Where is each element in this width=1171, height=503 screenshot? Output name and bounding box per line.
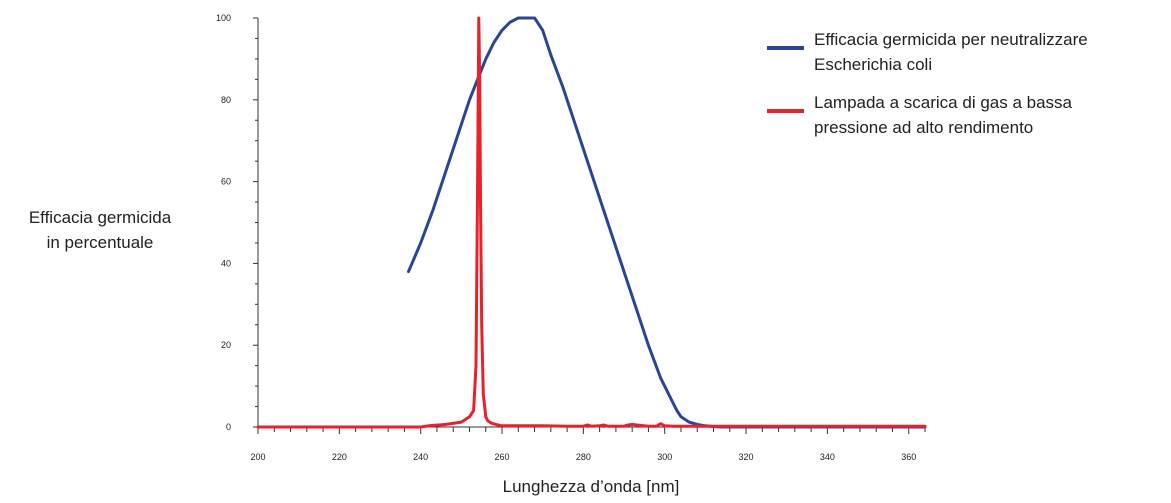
legend-label-series-2-line-2: pressione ad alto rendimento [814, 118, 1033, 137]
axes: 0 20 40 60 80 100 200 220 240 260 280 300 320 340 360 [216, 13, 926, 462]
series-line-1 [407, 16, 927, 429]
y-tick-label: 100 [216, 13, 231, 23]
x-tick-label: 260 [495, 452, 510, 462]
x-tick-label: 300 [657, 452, 672, 462]
legend-label-series-1-line-2: Escherichia coli [814, 55, 932, 74]
legend-label-series-2-line-1: Lampada a scarica di gas a bassa [814, 93, 1073, 112]
y-tick-label: 0 [226, 422, 231, 432]
series-line-2 [256, 16, 927, 429]
y-tick-label: 80 [221, 95, 231, 105]
y-axis-title-line-2: in percentuale [47, 233, 154, 252]
x-axis-title: Lunghezza d’onda [nm] [503, 477, 680, 496]
y-axis-title-line-1: Efficacia germicida [29, 208, 172, 227]
x-tick-label: 240 [413, 452, 428, 462]
series-layer [256, 16, 927, 429]
y-tick-label: 40 [221, 258, 231, 268]
x-tick-label: 280 [576, 452, 591, 462]
legend-label-series-1-line-1: Efficacia germicida per neutralizzare [814, 30, 1088, 49]
x-tick-label: 360 [901, 452, 916, 462]
x-tick-label: 200 [250, 452, 265, 462]
y-tick-label: 20 [221, 340, 231, 350]
y-tick-label: 60 [221, 177, 231, 187]
x-tick-label: 220 [332, 452, 347, 462]
x-tick-label: 320 [739, 452, 754, 462]
legend: Efficacia germicida per neutralizzare Es… [767, 30, 1088, 137]
x-tick-label: 340 [820, 452, 835, 462]
